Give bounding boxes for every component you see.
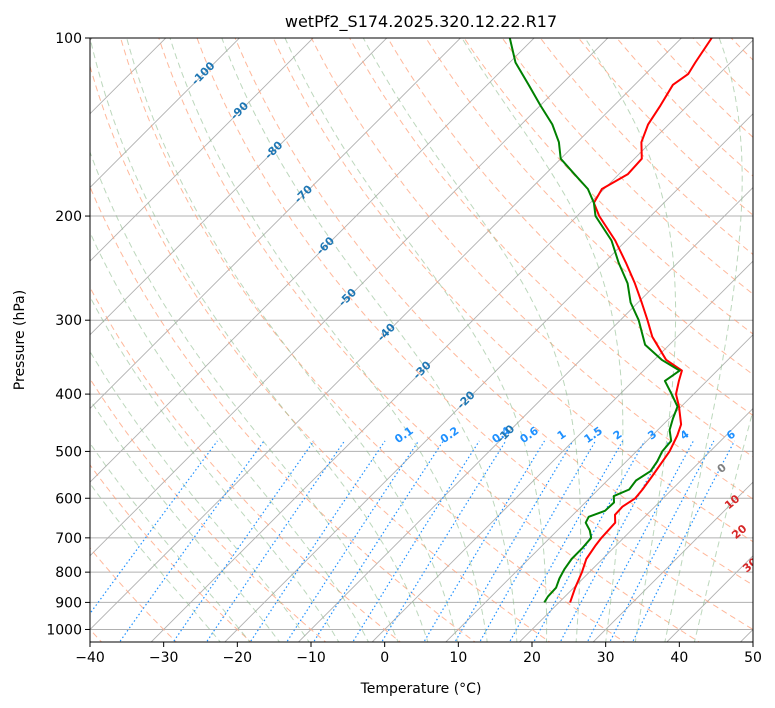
x-tick-label: −20 [223,650,253,666]
y-tick-label: 800 [55,565,82,581]
moist-adiabat [90,350,310,642]
mixing-ratio-line [312,440,444,642]
dry-adiabat [90,64,551,642]
x-axis-label: Temperature (°C) [360,681,482,697]
dry-adiabat [90,185,476,642]
plot-frame [89,37,754,643]
isotherm-gridline [150,39,753,642]
moist-adiabat [362,38,582,642]
x-tick-label: 20 [523,650,541,666]
moist-adiabat [284,38,548,642]
isotherm-gridline [518,407,753,642]
x-tick-label: −30 [149,650,179,666]
y-tick-label: 200 [55,209,82,225]
chart-title: wetPf2_S174.2025.320.12.22.R17 [285,12,557,32]
x-tick-label: 0 [380,650,389,666]
y-tick-label: 100 [55,31,82,47]
y-axis-label: Pressure (hPa) [12,290,28,390]
x-tick-label: 10 [449,650,467,666]
moist-adiabat [90,482,221,642]
mixing-ratio-line [352,440,480,642]
y-tick-label: 900 [55,595,82,611]
isotherm-gridline [90,38,314,262]
dewpoint-profile-line [508,38,681,603]
mixing-ratio-line [454,440,574,642]
y-tick-label: 1000 [46,622,82,638]
moist-adiabat [221,38,518,642]
moist-adiabat [461,38,624,642]
y-tick-label: 700 [55,531,82,547]
y-tick-label: 300 [55,313,82,329]
isotherm-gridline [90,38,609,557]
moist-adiabat [90,231,370,642]
moist-adiabat [584,38,677,642]
dry-adiabat [501,38,753,295]
mixing-ratio-line [533,440,646,642]
y-tick-label: 600 [55,491,82,507]
isotherm-gridline [90,38,241,189]
y-tick-label: 400 [55,387,82,403]
x-tick-label: 50 [744,650,762,666]
y-tick-label: 500 [55,444,82,460]
dry-adiabat [120,38,626,642]
dry-adiabat [90,464,252,642]
mixing-ratio-line [285,440,420,642]
x-tick-label: 30 [597,650,615,666]
mixing-ratio-line [423,440,546,642]
isotherm-gridline [371,260,753,642]
moist-adiabat [90,38,429,642]
isotherm-gridline [297,186,753,642]
mixing-ratio-line [380,440,507,642]
mixing-ratio-line [249,440,386,642]
moist-adiabat [90,398,281,642]
x-tick-label: −40 [75,650,105,666]
isotherm-gridline [592,481,753,642]
moist-adiabat [693,408,753,642]
x-tick-label: 40 [670,650,688,666]
x-tick-label: −10 [296,650,326,666]
temperature-profile-line [569,38,713,603]
mixing-ratio-line [205,440,346,642]
moist-adiabat [90,150,399,642]
x-axis: −40 −30 −20 −10 0 10 20 30 40 50 [75,642,762,666]
dry-adiabat [90,286,402,642]
mixing-ratio-line [586,440,694,642]
isotherm-gridline [224,113,753,642]
mixing-ratio-line [479,440,597,642]
isotherm-gridline [90,38,535,483]
moist-adiabat [90,442,251,642]
moist-adiabat [90,295,340,642]
isotherm-gridline [90,38,462,410]
mixing-ratio-line [118,440,265,642]
dry-adiabat [196,38,753,631]
moist-adiabat [169,38,488,642]
plot-area: 0.10.20.40.611.52346810131620253036-100-… [90,38,753,642]
isotherm-gridline [90,38,683,631]
y-axis: 1000 900 800 700 600 500 400 300 200 100 [46,31,90,638]
moist-adiabat [664,38,743,642]
isotherm-gridline [445,334,753,642]
